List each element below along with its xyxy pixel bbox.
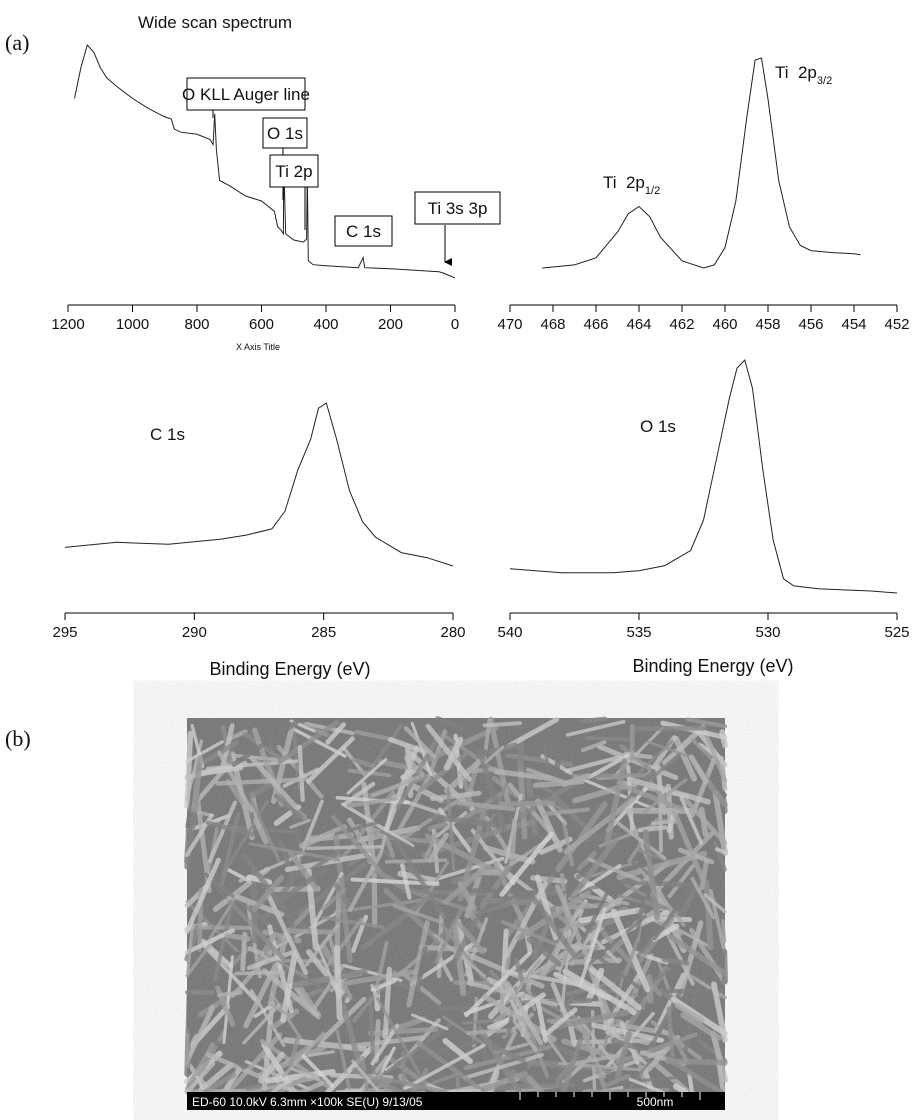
x-tick-label: 466 (583, 316, 608, 333)
annotation-box (414, 191, 501, 225)
annotation: Ti 2p (275, 162, 312, 181)
annotation: O 1s (267, 124, 303, 143)
x-tick-label: 285 (311, 624, 336, 641)
annotation: Ti 2p1/2 (603, 173, 660, 197)
x-tick-label: 460 (712, 316, 737, 333)
annotation-sub: 1/2 (645, 185, 660, 197)
x-tick-label: 464 (626, 316, 651, 333)
x-tick-label: 456 (798, 316, 823, 333)
x-tick-label: 400 (313, 316, 338, 333)
x-axis-label: Binding Energy (eV) (209, 659, 370, 679)
x-tick-label: 452 (884, 316, 909, 333)
x-tick-label: 295 (52, 624, 77, 641)
x-tick-label: 462 (669, 316, 694, 333)
x-tick-label: 0 (451, 316, 459, 333)
x-tick-label: 468 (540, 316, 565, 333)
annotation-box (269, 154, 319, 188)
spectrum-line (64, 402, 454, 567)
annotation: O 1s (640, 417, 676, 436)
x-tick-label: 535 (626, 624, 651, 641)
x-tick-label: 458 (755, 316, 780, 333)
annotation-box (186, 77, 306, 111)
sem-image: ED-60 10.0kV 6.3mm ×100k SE(U) 9/13/05 50… (184, 716, 728, 1110)
spectrum-line (74, 43, 456, 279)
x-tick-label: 600 (249, 316, 274, 333)
x-tick-label: 290 (182, 624, 207, 641)
annotation: C 1s (346, 222, 381, 241)
x-tick-label: 800 (184, 316, 209, 333)
spectrum-line (509, 359, 898, 594)
annotation-box (334, 215, 393, 247)
x-axis-label: Binding Energy (eV) (632, 656, 793, 676)
x-tick-label: 470 (497, 316, 522, 333)
x-tick-label: 280 (440, 624, 465, 641)
sem-noise (187, 718, 725, 1092)
x-tick-label: 1200 (51, 316, 84, 333)
sem-scale: 500nm (637, 1095, 674, 1109)
annotation: Ti 3s 3p (428, 199, 488, 218)
panel-label: (a) (5, 30, 29, 55)
annotation-main: Ti 2p (775, 63, 817, 82)
annotation-main: Ti 2p (603, 173, 645, 192)
annotation: C 1s (150, 425, 185, 444)
chart-title: Wide scan spectrum (138, 13, 292, 32)
annotation-box (262, 117, 308, 149)
sem-info: ED-60 10.0kV 6.3mm ×100k SE(U) 9/13/05 (192, 1095, 423, 1109)
panel-label: (b) (5, 726, 31, 751)
x-tick-label: 1000 (116, 316, 149, 333)
spectrum-line (542, 57, 861, 269)
x-tick-label: 525 (884, 624, 909, 641)
x-tick-label: 454 (841, 316, 866, 333)
x-tick-label: 200 (378, 316, 403, 333)
annotation: O KLL Auger line (182, 85, 310, 104)
x-axis-label: X Axis Title (236, 342, 280, 352)
x-tick-label: 540 (497, 624, 522, 641)
sem-footer-bar (187, 1092, 725, 1110)
annotation-sub: 3/2 (817, 75, 832, 87)
annotation: Ti 2p3/2 (775, 63, 832, 87)
x-tick-label: 530 (755, 624, 780, 641)
